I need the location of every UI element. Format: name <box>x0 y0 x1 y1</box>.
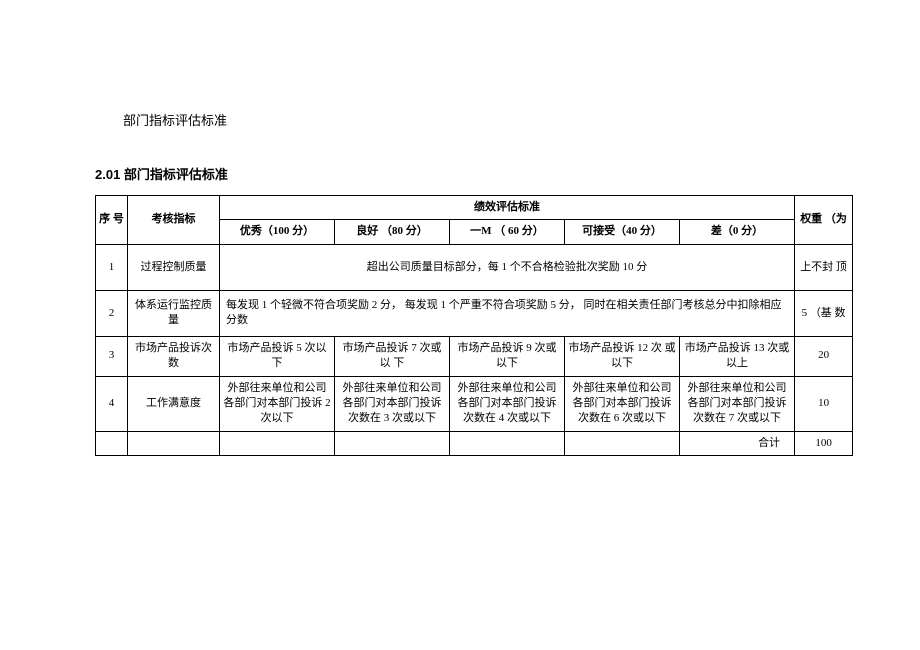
table-row: 2 体系运行监控质 量 每发现 1 个轻微不符合项奖励 2 分， 每发现 1 个… <box>96 290 853 336</box>
table-row: 3 市场产品投诉次 数 市场产品投诉 5 次以 下 市场产品投诉 7 次或 以 … <box>96 336 853 376</box>
cell-grade: 外部往来单位和公司 各部门对本部门投诉 次数在 6 次或以下 <box>565 376 680 431</box>
cell-grade: 市场产品投诉 7 次或 以 下 <box>335 336 450 376</box>
table-footer-row: 合计 100 <box>96 431 853 455</box>
cell-grade: 外部往来单位和公司 各部门对本部门投诉 次数在 7 次或以下 <box>680 376 795 431</box>
header-criteria-group: 绩效评估标准 <box>220 196 795 220</box>
table-row: 4 工作满意度 外部往来单位和公司 各部门对本部门投诉 2 次以下 外部往来单位… <box>96 376 853 431</box>
cell-grade: 市场产品投诉 9 次或 以下 <box>450 336 565 376</box>
cell-seq: 4 <box>96 376 128 431</box>
cell-indicator: 工作满意度 <box>128 376 220 431</box>
header-mid: 一M （ 60 分） <box>450 220 565 244</box>
footer-empty <box>450 431 565 455</box>
header-acceptable: 可接受（40 分） <box>565 220 680 244</box>
header-poor: 差（0 分） <box>680 220 795 244</box>
cell-grade: 市场产品投诉 5 次以 下 <box>220 336 335 376</box>
cell-weight: 5 （基 数 <box>795 290 853 336</box>
table-header-row-1: 序 号 考核指标 绩效评估标准 权重 （为 <box>96 196 853 220</box>
footer-total-label: 合计 <box>680 431 795 455</box>
page-title: 部门指标评估标准 <box>123 110 825 129</box>
cell-seq: 3 <box>96 336 128 376</box>
cell-seq: 2 <box>96 290 128 336</box>
cell-criteria-merged: 每发现 1 个轻微不符合项奖励 2 分， 每发现 1 个严重不符合项奖励 5 分… <box>220 290 795 336</box>
cell-grade: 外部往来单位和公司 各部门对本部门投诉 2 次以下 <box>220 376 335 431</box>
cell-criteria-merged: 超出公司质量目标部分，每 1 个不合格检验批次奖励 10 分 <box>220 244 795 290</box>
cell-indicator: 体系运行监控质 量 <box>128 290 220 336</box>
cell-indicator: 过程控制质量 <box>128 244 220 290</box>
cell-weight: 上不封 顶 <box>795 244 853 290</box>
header-excellent: 优秀（100 分） <box>220 220 335 244</box>
cell-weight: 10 <box>795 376 853 431</box>
cell-grade: 外部往来单位和公司 各部门对本部门投诉 次数在 4 次或以下 <box>450 376 565 431</box>
section-text: 部门指标评估标准 <box>120 167 228 182</box>
cell-seq: 1 <box>96 244 128 290</box>
cell-grade: 市场产品投诉 12 次 或以下 <box>565 336 680 376</box>
header-indicator: 考核指标 <box>128 196 220 245</box>
cell-indicator: 市场产品投诉次 数 <box>128 336 220 376</box>
header-seq: 序 号 <box>96 196 128 245</box>
footer-empty <box>220 431 335 455</box>
section-number: 2.01 <box>95 167 120 182</box>
header-good: 良好 （80 分） <box>335 220 450 244</box>
evaluation-table: 序 号 考核指标 绩效评估标准 权重 （为 优秀（100 分） 良好 （80 分… <box>95 195 853 456</box>
footer-total-value: 100 <box>795 431 853 455</box>
table-row: 1 过程控制质量 超出公司质量目标部分，每 1 个不合格检验批次奖励 10 分 … <box>96 244 853 290</box>
cell-grade: 市场产品投诉 13 次或 以上 <box>680 336 795 376</box>
footer-empty <box>96 431 128 455</box>
footer-empty <box>565 431 680 455</box>
section-title: 2.01 部门指标评估标准 <box>95 164 825 183</box>
header-weight: 权重 （为 <box>795 196 853 245</box>
footer-empty <box>128 431 220 455</box>
cell-weight: 20 <box>795 336 853 376</box>
footer-empty <box>335 431 450 455</box>
cell-grade: 外部往来单位和公司 各部门对本部门投诉 次数在 3 次或以下 <box>335 376 450 431</box>
